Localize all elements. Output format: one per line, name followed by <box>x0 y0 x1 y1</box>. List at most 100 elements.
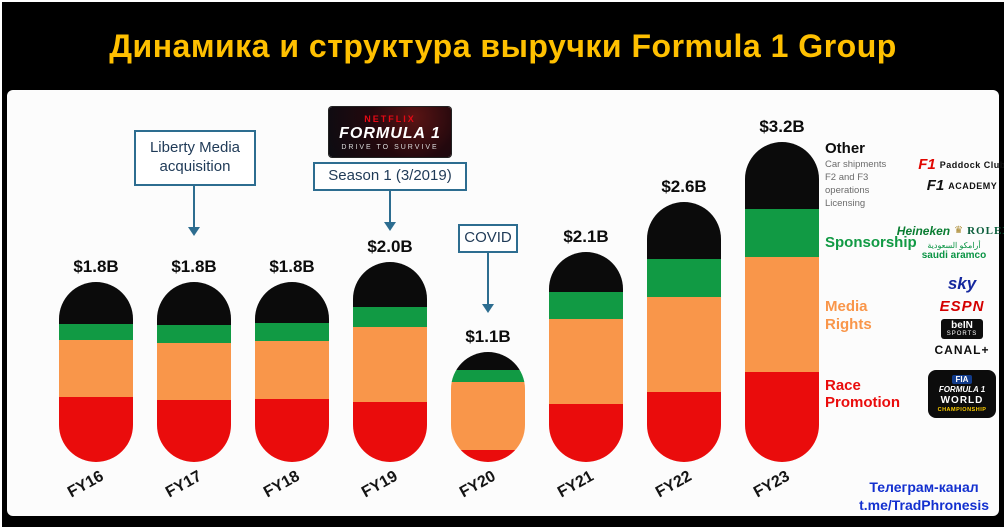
bar-value-label: $3.2B <box>759 117 805 136</box>
segment-media-rights <box>549 319 623 404</box>
legend-label-race-promotion: Race Promotion <box>825 376 900 411</box>
bar-column: $2.1B FY21 <box>549 227 623 501</box>
liberty-media-label: Liberty Media acquisition <box>149 139 241 175</box>
fia-formula1-label: FORMULA 1 <box>938 384 986 394</box>
segment-media-rights <box>59 340 133 397</box>
bar-column: $1.8B FY16 <box>59 257 133 501</box>
legend-row-race-promotion: Race Promotion FIA FORMULA 1 WORLD CHAMP… <box>825 369 1004 418</box>
season1-arrow-down-icon <box>389 191 391 229</box>
chart-panel: $1.8B FY16 $1.8B FY17 $1.8B FY18 $2.0B FY19 $1.1… <box>7 90 1004 516</box>
segment-media-rights <box>255 341 329 399</box>
segment-sponsorship <box>255 323 329 341</box>
netflix-show-title: FORMULA 1 <box>339 124 441 142</box>
x-axis-label: FY16 <box>64 467 107 502</box>
bein-label: beIN <box>951 320 973 332</box>
netflix-logo: NETFLIX <box>364 113 416 124</box>
espn-logo: ESPN <box>939 298 985 316</box>
bar-column: $3.2B FY23 <box>745 117 819 501</box>
legend-other-sub-3: Licensing <box>825 197 866 209</box>
segment-race-promotion <box>647 392 721 462</box>
legend-other-sub-1: Car shipments <box>825 159 887 171</box>
canal-plus-logo: CANAL+ <box>934 342 990 357</box>
stacked-bar <box>647 202 721 462</box>
segment-other <box>157 282 231 325</box>
fia-icon: FIA <box>951 374 973 384</box>
x-axis-label: FY23 <box>750 467 793 502</box>
x-axis-label: FY21 <box>554 467 597 502</box>
segment-sponsorship <box>59 324 133 340</box>
x-axis-label: FY22 <box>652 467 695 502</box>
segment-other <box>451 352 525 370</box>
legend-other-sub-2: F2 and F3 operations <box>825 172 870 196</box>
segment-sponsorship <box>353 307 427 327</box>
stacked-bar <box>157 282 231 462</box>
bein-sports-label: SPORTS <box>946 331 978 338</box>
covid-label: COVID <box>464 229 512 247</box>
stacked-bar <box>745 142 819 462</box>
netflix-drive-to-survive-image: NETFLIX FORMULA 1 DRIVE TO SURVIVE <box>329 107 451 157</box>
bar-value-label: $1.8B <box>269 257 315 276</box>
segment-sponsorship <box>157 325 231 343</box>
page-title: Динамика и структура выручки Formula 1 G… <box>109 27 897 64</box>
segment-sponsorship <box>745 209 819 257</box>
stacked-bar <box>59 282 133 462</box>
title-bar: Динамика и структура выручки Formula 1 G… <box>2 2 1004 90</box>
segment-race-promotion <box>59 397 133 462</box>
x-axis-label: FY18 <box>260 467 303 502</box>
bar-value-label: $1.1B <box>465 327 511 346</box>
bar-value-label: $2.1B <box>563 227 609 246</box>
segment-media-rights <box>451 382 525 450</box>
bar-column: $2.6B FY22 <box>647 177 721 501</box>
segment-sponsorship <box>549 292 623 319</box>
season1-label: Season 1 (3/2019) <box>328 167 452 185</box>
segment-race-promotion <box>157 400 231 462</box>
paddock-club-label: Paddock Club <box>939 159 1006 170</box>
segment-other <box>745 142 819 209</box>
sky-logo: sky <box>947 274 977 294</box>
legend-row-sponsorship: Sponsorship Heineken ♛ ROLEX أرامكو السع… <box>825 223 1004 262</box>
netflix-show-subtitle: DRIVE TO SURVIVE <box>341 143 439 151</box>
segment-media-rights <box>157 343 231 400</box>
bar-column: $1.8B FY17 <box>157 257 231 501</box>
bar-value-label: $2.0B <box>367 237 413 256</box>
x-axis-label: FY19 <box>358 467 401 502</box>
legend-label-media-rights: Media Rights <box>825 298 872 333</box>
stacked-bar <box>451 352 525 462</box>
f1-academy-icon: F1 <box>926 177 945 195</box>
fia-championship-label: CHAMPIONSHIP <box>937 406 987 413</box>
bar-value-label: $1.8B <box>171 257 217 276</box>
legend: Other Car shipments F2 and F3 operations… <box>825 140 1006 418</box>
liberty-media-callout: Liberty Media acquisition <box>134 130 256 186</box>
segment-other <box>353 262 427 307</box>
aramco-arabic-label: أرامكو السعودية <box>927 240 981 250</box>
f1-logo-icon: F1 <box>918 156 936 174</box>
covid-callout: COVID <box>458 224 518 253</box>
bar-value-label: $2.6B <box>661 177 707 196</box>
telegram-channel-label: Телеграм-канал <box>869 478 979 495</box>
heineken-logo: Heineken <box>896 223 951 238</box>
segment-other <box>549 252 623 292</box>
segment-race-promotion <box>745 372 819 462</box>
stacked-bar <box>255 282 329 462</box>
segment-sponsorship <box>647 259 721 297</box>
aramco-label: saudi aramco <box>921 250 987 262</box>
fia-world-label: WORLD <box>940 394 984 406</box>
segment-other <box>255 282 329 323</box>
saudi-aramco-logo: أرامكو السعودية saudi aramco <box>921 240 987 262</box>
segment-race-promotion <box>549 404 623 462</box>
fia-f1-world-championship-logo: FIA FORMULA 1 WORLD CHAMPIONSHIP <box>928 369 996 418</box>
bar-column: $2.0B FY19 <box>353 237 427 501</box>
segment-race-promotion <box>353 402 427 462</box>
season1-callout: Season 1 (3/2019) <box>313 162 467 191</box>
legend-row-other: Other Car shipments F2 and F3 operations… <box>825 140 1006 211</box>
segment-media-rights <box>353 327 427 402</box>
segment-sponsorship <box>451 370 525 382</box>
rolex-crown-icon: ♛ <box>954 225 964 236</box>
telegram-link[interactable]: t.me/TradPhronesis <box>859 496 989 513</box>
bars: $1.8B FY16 $1.8B FY17 $1.8B FY18 $2.0B FY19 $1.1… <box>59 116 819 501</box>
liberty-arrow-down-icon <box>193 186 195 234</box>
bar-column: $1.8B FY18 <box>255 257 329 501</box>
bein-sports-logo: beIN SPORTS <box>940 319 984 339</box>
stacked-bar <box>549 252 623 462</box>
